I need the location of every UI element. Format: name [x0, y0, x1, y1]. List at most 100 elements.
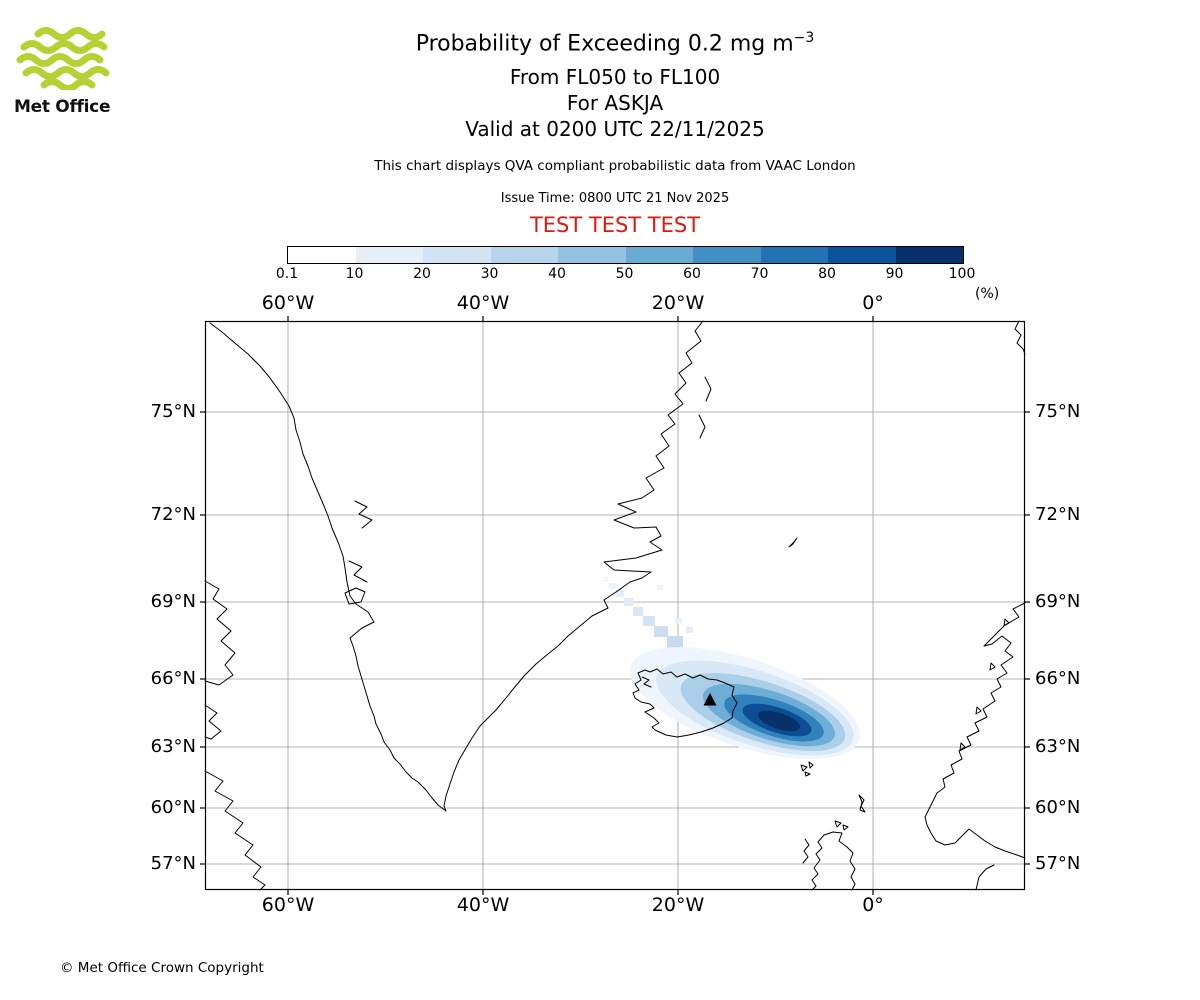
colorbar-tick-label: 30	[480, 266, 499, 282]
coastline-denmark	[975, 864, 995, 891]
colorbar-tick-label: 50	[615, 266, 634, 282]
colorbar-segment-7	[760, 247, 828, 263]
colorbar-tick-labels: (%) 0.1 10 20 30 40 50 60 70 80 90 100	[276, 266, 1047, 302]
coastline-greenland	[209, 320, 704, 812]
y-axis-label-right: 57°N	[1035, 853, 1081, 874]
x-axis-label-bottom: 60°W	[261, 894, 315, 916]
hebrides-islands	[802, 838, 810, 864]
x-axis-label-bottom: 40°W	[456, 894, 510, 916]
colorbar-tick-label: 100	[948, 266, 976, 282]
x-axis-label-top: 0°	[862, 292, 884, 314]
plume-tail-cell	[616, 590, 624, 597]
disko-island	[344, 587, 366, 605]
logo-wave-3	[16, 53, 104, 67]
ne-greenland-island-1	[704, 376, 712, 402]
subtitle-volcano: For ASKJA	[566, 91, 664, 115]
colorbar-tick-label: 40	[548, 266, 566, 282]
plume-tail-cell	[686, 627, 693, 633]
x-axis-label-top: 40°W	[456, 292, 510, 314]
met-office-logo: Met Office	[14, 26, 124, 117]
faroe-island-2	[808, 761, 814, 769]
subtitle-flight-levels: From FL050 to FL100	[509, 65, 721, 89]
coastline-baffin-1	[204, 580, 236, 686]
colorbar-segment-6	[693, 247, 761, 263]
shetland-islands	[858, 794, 866, 813]
colorbar-segment-8	[828, 247, 896, 263]
page-title: Probability of Exceeding 0.2 mg m−3	[15, 30, 1200, 56]
coastline-labrador	[204, 770, 266, 891]
ne-greenland-island-2	[698, 414, 706, 439]
plume-tail-cell	[603, 577, 608, 582]
colorbar-tick-label: 60	[683, 266, 701, 282]
colorbar-unit-label: (%)	[975, 286, 1000, 302]
map-canvas	[200, 316, 1030, 895]
y-axis-label-right: 63°N	[1035, 736, 1081, 757]
plume-tail-cell	[609, 583, 616, 589]
coastline-svalbard-fragment	[1014, 320, 1026, 355]
colorbar-tick-label: 90	[885, 266, 904, 282]
greenland-fjord-detail-1	[354, 500, 373, 529]
colorbar-segment-1	[355, 247, 423, 263]
y-axis-label-right: 69°N	[1035, 591, 1081, 612]
colorbar-tick-label: 70	[750, 266, 769, 282]
title-main: Probability of Exceeding 0.2 mg m	[415, 31, 794, 57]
subtitle-valid-time: Valid at 0200 UTC 22/11/2025	[465, 117, 765, 141]
x-axis-label-top: 60°W	[261, 292, 315, 314]
coastline-baffin-2	[204, 704, 222, 740]
y-axis-label-right: 66°N	[1035, 668, 1081, 689]
plume-tail-cell	[667, 636, 683, 649]
colorbar-tick-label: 10	[345, 266, 364, 282]
orkney-island-1	[834, 820, 842, 828]
colorbar-segment-2	[423, 247, 491, 263]
x-axis-label-bottom: 0°	[862, 894, 884, 916]
orkney-island-2	[842, 824, 849, 831]
colorbar-segment-0	[288, 247, 356, 263]
norway-island-2	[989, 662, 996, 671]
copyright-notice: © Met Office Crown Copyright	[60, 960, 264, 976]
norway-island-3	[975, 706, 982, 715]
y-axis-label-left: 66°N	[150, 668, 196, 689]
coastline-iceland	[632, 668, 738, 738]
colorbar-tick-label: 80	[818, 266, 836, 282]
coastline-norway	[924, 602, 1026, 859]
volcano-marker-group	[703, 693, 717, 706]
colorbar-swatches	[287, 246, 964, 264]
map-grid	[205, 321, 1025, 890]
y-axis-label-right: 72°N	[1035, 504, 1081, 525]
ash-probability-plume	[603, 577, 860, 759]
x-axis-label-bottom: 20°W	[651, 894, 705, 916]
volcano-marker	[703, 693, 717, 706]
qva-description: This chart displays QVA compliant probab…	[374, 158, 856, 174]
logo-wave-1	[34, 27, 106, 41]
logo-wave-5	[40, 78, 96, 92]
norway-island-1	[1003, 618, 1010, 627]
probability-colorbar: (%) 0.1 10 20 30 40 50 60 70 80 90 100	[276, 246, 1047, 302]
coastline-scotland-east	[823, 831, 856, 891]
y-axis-label-right: 60°N	[1035, 797, 1081, 818]
y-axis-label-left: 72°N	[150, 504, 196, 525]
colorbar-tick-label: 20	[413, 266, 431, 282]
plume-tail-cell	[643, 616, 655, 626]
test-banner: TEST TEST TEST	[529, 213, 701, 237]
greenland-fjord-detail-2	[348, 560, 368, 583]
colorbar-segment-4	[558, 247, 626, 263]
issue-time: Issue Time: 0800 UTC 21 Nov 2025	[500, 191, 730, 206]
map-border	[204, 320, 1026, 891]
title-exponent: −3	[793, 30, 815, 46]
faroe-island-3	[804, 771, 811, 777]
norway-island-4	[959, 742, 966, 751]
coastlines	[204, 320, 1026, 891]
colorbar-tick-label: 0.1	[275, 266, 299, 282]
logo-wave-2	[20, 40, 108, 54]
y-axis-label-left: 75°N	[150, 401, 196, 422]
y-axis-label-left: 69°N	[150, 591, 196, 612]
plume-tail-cell	[675, 618, 682, 624]
plume-tail-cell	[654, 626, 668, 637]
y-axis-label-left: 60°N	[150, 797, 196, 818]
y-axis-label-left: 63°N	[150, 736, 196, 757]
jan-mayen-island	[788, 537, 798, 548]
colorbar-segment-9	[895, 247, 963, 263]
colorbar-segment-3	[490, 247, 558, 263]
y-axis-label-right: 75°N	[1035, 401, 1081, 422]
coastline-scotland-west	[811, 834, 825, 891]
